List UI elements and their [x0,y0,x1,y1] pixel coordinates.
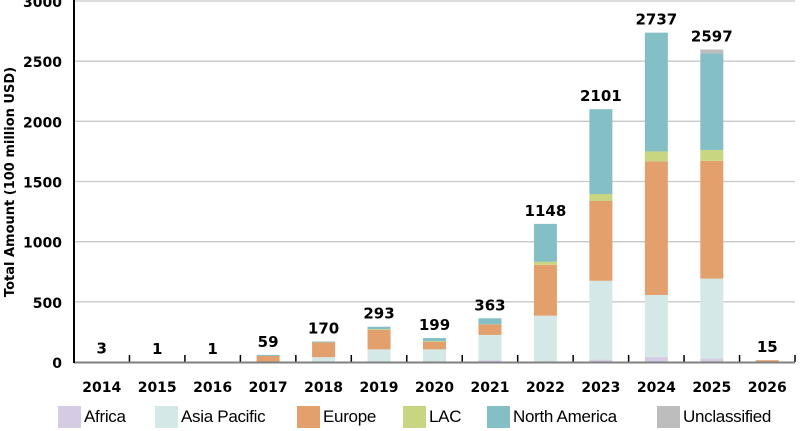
lac-swatch [403,406,426,428]
bar-total-label: 2737 [635,11,677,29]
bar-segment-asia-pacific [367,349,391,362]
legend-label: Unclassified [683,407,772,426]
bar-segment-north-america [312,341,336,343]
bar-total-label: 1 [207,340,217,358]
bar-segment-north-america [533,223,557,262]
bar-segment-north-america [367,326,391,330]
x-tick-label: 2021 [470,380,509,396]
y-tick-label: 500 [33,296,62,312]
bar-segment-north-america [700,53,724,150]
x-tick-label: 2015 [138,380,177,396]
x-tick-label: 2019 [360,380,399,396]
legend-item-africa: Africa [58,405,126,429]
bar-segment-africa [644,356,668,362]
bar-segment-asia-pacific [478,334,502,361]
bar-segment-asia-pacific [700,278,724,359]
north-america-swatch [487,406,510,428]
bar-segment-unclassified [700,49,724,54]
bar-segment-europe [755,360,779,362]
bar-total-label: 293 [363,305,394,323]
bar-total-label: 59 [258,333,279,351]
legend-label: Africa [84,407,126,426]
bar-segment-africa [589,359,613,362]
y-tick-label: 3000 [23,0,62,11]
bar-segment-asia-pacific [644,294,668,357]
x-tick-label: 2014 [82,380,121,396]
bar-segment-asia-pacific [423,349,446,362]
bar-segment-europe [423,341,446,350]
x-tick-label: 2022 [526,380,565,396]
y-tick-label: 2500 [23,55,62,71]
bar-segment-asia-pacific [533,315,557,362]
y-tick-label: 2000 [23,115,62,131]
bar-total-label: 2597 [691,27,733,45]
bar-segment-europe [589,200,613,281]
bar-segment-lac [589,194,613,201]
y-tick-label: 1000 [23,236,62,252]
bar-total-label: 363 [474,296,505,314]
bar-segment-asia-pacific [589,280,613,360]
bar-segment-lac [367,329,391,330]
bar-segment-lac [533,261,557,265]
x-tick-label: 2023 [581,380,620,396]
bar-segment-north-america [256,354,280,356]
asia-pacific-swatch [155,406,178,428]
bar-segment-asia-pacific [312,357,336,362]
axes [73,0,796,364]
bar-segment-europe [256,355,280,362]
bar-segment-europe [533,264,557,316]
legend-label: Europe [323,407,377,426]
x-tick-label: 2016 [193,380,232,396]
legend-item-lac: LAC [403,405,461,429]
bar-segment-europe [478,324,502,335]
bar-segment-europe [644,161,668,295]
bar-segment-north-america [423,338,446,342]
y-tick-label: 1500 [23,176,62,192]
gridlines [74,0,795,303]
europe-swatch [297,406,320,428]
bar-total-label: 199 [419,316,450,334]
bar-total-label: 3 [97,340,107,358]
bar-segment-africa [700,358,724,362]
x-tick-label: 2017 [249,380,288,396]
legend: Africa Asia Pacific Europe LAC North Ame… [0,405,800,429]
legend-item-north-america: North America [487,405,617,429]
bar-segment-europe [367,329,391,350]
bar-segment-lac [423,341,446,342]
bar-total-label: 15 [757,338,778,356]
y-axis-ticks: 0 500 1000 1500 2000 2500 3000 [23,0,62,372]
bar-segment-lac [700,149,724,161]
legend-label: North America [513,407,617,426]
bar-segment-europe [312,342,336,358]
bar-segment-north-america [478,318,502,325]
bar-segment-europe [700,160,724,279]
y-tick-label: 0 [52,356,62,372]
bar-total-label: 2101 [580,87,622,105]
x-tick-label: 2026 [748,380,787,396]
legend-item-europe: Europe [297,405,376,429]
bar-total-label: 170 [308,320,339,338]
bar-total-label: 1148 [525,202,567,220]
legend-item-unclassified: Unclassified [657,405,771,429]
legend-item-asia-pacific: Asia Pacific [155,405,266,429]
bar-segment-north-america [644,32,668,152]
x-axis-ticks: 2014 2015 2016 2017 2018 2019 2020 2021 2022 2023… [82,380,787,396]
x-tick-label: 2020 [415,380,454,396]
bar-total-labels: 3 1 1 59 170 293 199 363 1148 2101 2737 2597 15 [97,11,778,358]
bar-segment-africa [478,360,502,362]
bars [90,32,779,363]
unclassified-swatch [657,406,680,428]
x-tick-label: 2018 [304,380,343,396]
legend-label: Asia Pacific [181,407,266,426]
africa-swatch [58,406,81,428]
y-axis-label: Total Amount (100 million USD) [3,67,18,297]
legend-label: LAC [429,407,462,426]
bar-segment-north-america [589,109,613,195]
bar-segment-lac [644,151,668,162]
bar-total-label: 1 [152,340,162,358]
x-tick-label: 2024 [637,380,676,396]
x-tick-label: 2025 [692,380,731,396]
